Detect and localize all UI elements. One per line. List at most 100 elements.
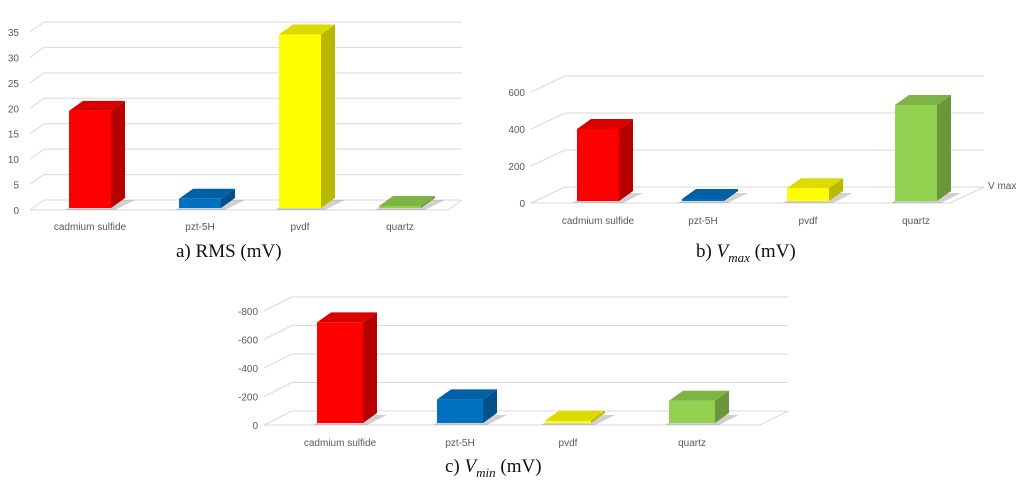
bar-front-face xyxy=(682,199,724,201)
bar-front-face xyxy=(317,322,363,423)
y-tick-label: -600 xyxy=(238,336,258,347)
grid-side-line xyxy=(263,353,293,369)
caption-vmax: b) Vmax (mV) xyxy=(696,241,796,265)
bar-top-face xyxy=(577,119,633,129)
bar-top-face xyxy=(317,312,377,323)
bar-side-face xyxy=(591,410,605,423)
bar-front-face xyxy=(69,110,111,208)
y-tick-label: 35 xyxy=(8,28,20,39)
bar-quartz xyxy=(665,390,739,425)
bar-pvdf xyxy=(275,24,345,210)
caption-rms: a) RMS (mV) xyxy=(176,241,282,262)
grid-side-line xyxy=(29,123,45,135)
bar-side-face xyxy=(937,94,951,201)
x-category-label: pzt-5H xyxy=(688,216,717,227)
x-category-label: pvdf xyxy=(291,222,310,233)
grid-side-line xyxy=(29,174,45,185)
grid-side-line xyxy=(530,186,566,204)
bar-side-face xyxy=(363,312,377,423)
x-category-label: cadmium sulfide xyxy=(54,222,127,233)
bar-side-face xyxy=(724,189,738,201)
x-category-label: pvdf xyxy=(559,438,578,449)
bar-front-face xyxy=(895,104,937,201)
grid-side-line xyxy=(29,199,45,211)
bar-cadmium-sulfide xyxy=(573,119,643,203)
grid-side-line xyxy=(29,72,45,84)
bar-top-face xyxy=(787,178,843,189)
x-category-label: quartz xyxy=(678,438,706,449)
x-category-label: quartz xyxy=(902,216,930,227)
y-tick-label: 25 xyxy=(8,79,20,90)
bar-top-face xyxy=(669,390,729,401)
y-tick-label: 400 xyxy=(508,125,525,136)
chart-rms: 0 5 10 15 20 25 30 35 cadmium sulfide pzt-5H pvdf q… xyxy=(8,21,463,233)
y-tick-label: 200 xyxy=(508,162,525,173)
grid-side-line xyxy=(29,47,45,58)
bar-top-face xyxy=(682,189,738,199)
bar-top-face xyxy=(545,410,605,421)
floor-side-edge xyxy=(447,199,463,211)
y-tick-label: 600 xyxy=(508,88,525,99)
floor-side-edge xyxy=(759,410,789,426)
grid-side-line xyxy=(29,21,45,33)
y-tick-label: 5 xyxy=(13,181,19,192)
y-tick-label: -200 xyxy=(238,393,258,404)
grid-side-line xyxy=(29,97,45,109)
grid-side-line xyxy=(263,410,293,426)
y-tick-label: -800 xyxy=(238,307,258,318)
y-tick-label: 15 xyxy=(8,130,20,141)
bar-pzt-5H xyxy=(433,389,507,425)
x-category-label: pzt-5H xyxy=(445,438,474,449)
bar-front-face xyxy=(179,198,221,208)
caption-vmin: c) Vmin (mV) xyxy=(445,456,542,480)
x-category-label: cadmium sulfide xyxy=(562,216,635,227)
grid-side-line xyxy=(530,75,566,93)
y-tick-label: 20 xyxy=(8,104,20,115)
x-category-label: cadmium sulfide xyxy=(304,438,377,449)
chart-vmin: 0 -200 -400 -600 -800 cadmium sulfide pzt-5H pv… xyxy=(238,296,789,449)
bar-front-face xyxy=(787,188,829,201)
bar-quartz xyxy=(891,94,961,203)
grid-side-line xyxy=(263,382,293,397)
bar-side-face xyxy=(619,119,633,201)
bar-side-face xyxy=(321,24,335,208)
bar-side-face xyxy=(829,178,843,201)
grid-side-line xyxy=(530,112,566,130)
bar-pvdf xyxy=(783,178,853,203)
bar-front-face xyxy=(545,420,591,423)
grid-side-line xyxy=(29,148,45,160)
y-tick-label: 0 xyxy=(252,421,258,432)
bar-top-face xyxy=(437,389,497,400)
grid-side-line xyxy=(530,149,566,167)
floor-side-edge xyxy=(949,186,985,204)
bar-side-face xyxy=(221,188,235,208)
bar-front-face xyxy=(379,206,421,208)
bar-top-face xyxy=(379,196,435,206)
bar-quartz xyxy=(375,196,445,210)
y-tick-label: -400 xyxy=(238,364,258,375)
bar-side-face xyxy=(483,389,497,423)
x-category-label: pzt-5H xyxy=(185,222,214,233)
chart-vmax: 0 200 400 600 cadmium sulfide pzt-5H pvdf quart… xyxy=(508,75,1016,227)
bar-front-face xyxy=(577,129,619,201)
y-tick-label: 10 xyxy=(8,155,20,166)
bar-top-face xyxy=(179,188,235,199)
bar-pzt-5H xyxy=(175,188,245,210)
bar-front-face xyxy=(669,400,715,423)
series-axis-label: V max xyxy=(988,181,1016,192)
grid-side-line xyxy=(263,296,293,312)
bar-front-face xyxy=(279,34,321,208)
bar-side-face xyxy=(421,196,435,208)
bar-pvdf xyxy=(541,410,615,425)
bar-cadmium-sulfide xyxy=(313,312,387,425)
y-tick-label: 0 xyxy=(519,199,525,210)
y-tick-label: 30 xyxy=(8,53,20,64)
bar-pzt-5H xyxy=(678,189,748,203)
bar-top-face xyxy=(69,100,125,111)
bar-top-face xyxy=(279,24,335,35)
bar-cadmium-sulfide xyxy=(65,100,135,210)
x-category-label: quartz xyxy=(386,222,414,233)
y-tick-label: 0 xyxy=(13,206,19,217)
bar-front-face xyxy=(437,399,483,423)
